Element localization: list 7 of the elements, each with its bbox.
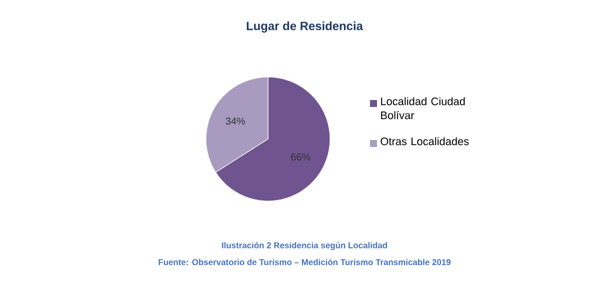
text: Ilustración 2 Residencia según Localidad <box>222 242 387 250</box>
legend-label: Otras Localidades <box>380 137 469 146</box>
chart-title: Lugar de Residencia <box>246 21 364 33</box>
data-label: 66% <box>291 153 310 160</box>
data-label: 34% <box>226 118 246 125</box>
legend-label: Localidad Ciudad Bolívar <box>381 97 465 120</box>
source-note: Fuente: Observatorio de Turismo – Medición Turismo Transmicable 2019 <box>158 258 451 266</box>
